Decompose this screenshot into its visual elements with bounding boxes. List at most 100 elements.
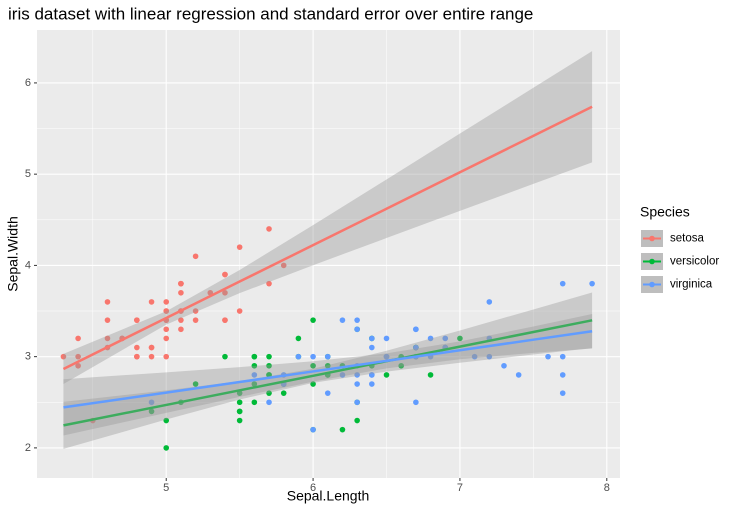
point xyxy=(310,362,316,369)
point xyxy=(324,390,331,396)
point xyxy=(148,344,155,351)
point xyxy=(354,417,360,424)
point xyxy=(178,326,184,333)
regression-line xyxy=(63,319,593,427)
point xyxy=(559,280,566,287)
point xyxy=(324,362,331,369)
point xyxy=(369,381,375,387)
point xyxy=(251,362,258,369)
point xyxy=(266,226,272,232)
point xyxy=(178,289,184,296)
point xyxy=(559,390,566,396)
point xyxy=(163,353,170,360)
legend-label: virginica xyxy=(670,279,713,291)
y-axis-title: Sepal.Width xyxy=(5,216,21,291)
point xyxy=(163,308,170,314)
point xyxy=(589,280,595,287)
point xyxy=(486,299,493,305)
point xyxy=(471,353,478,360)
point xyxy=(251,353,258,360)
legend-label: setosa xyxy=(670,233,704,245)
point xyxy=(192,317,199,323)
point xyxy=(163,299,170,305)
point xyxy=(280,390,287,396)
point xyxy=(383,335,390,342)
point xyxy=(148,399,155,406)
point xyxy=(295,335,302,342)
y-tick-label: 6 xyxy=(25,77,31,89)
point xyxy=(486,353,493,360)
x-tick-label: 8 xyxy=(604,482,610,494)
point xyxy=(222,317,228,323)
point xyxy=(559,372,566,378)
x-tick-label: 5 xyxy=(163,482,169,494)
point xyxy=(134,344,140,351)
x-tick-label: 7 xyxy=(457,482,463,494)
point xyxy=(236,244,243,250)
point xyxy=(148,408,155,415)
panel-background xyxy=(37,30,620,478)
point xyxy=(339,426,346,433)
point xyxy=(354,399,360,406)
point xyxy=(266,353,272,360)
point xyxy=(354,317,360,323)
point xyxy=(178,280,184,287)
legend-label: versicolor xyxy=(670,256,719,268)
point xyxy=(339,372,346,378)
y-tick-label: 4 xyxy=(25,259,31,271)
point xyxy=(236,308,243,314)
point xyxy=(222,353,228,360)
y-tick-label: 5 xyxy=(25,168,31,180)
point xyxy=(251,381,258,387)
point xyxy=(104,299,111,305)
legend-title: Species xyxy=(640,204,690,220)
x-axis-title: Sepal.Length xyxy=(287,488,370,504)
regression-line xyxy=(63,330,593,409)
point xyxy=(222,289,228,296)
y-tick-label: 2 xyxy=(25,442,31,454)
confidence-band xyxy=(63,292,593,449)
point xyxy=(192,308,199,314)
point xyxy=(222,271,228,278)
point xyxy=(427,372,434,378)
point xyxy=(413,344,419,351)
point xyxy=(192,381,199,387)
point xyxy=(75,335,81,342)
point xyxy=(266,390,272,396)
point xyxy=(148,353,155,360)
point xyxy=(134,353,140,360)
point xyxy=(339,317,346,323)
x-tick-label: 6 xyxy=(310,482,316,494)
point xyxy=(251,372,258,378)
point xyxy=(163,417,170,424)
point xyxy=(310,317,316,323)
legend-point xyxy=(649,235,655,242)
point xyxy=(236,399,243,406)
point xyxy=(413,399,419,406)
point xyxy=(310,381,316,387)
point xyxy=(501,362,507,369)
point xyxy=(324,353,331,360)
regression-line xyxy=(62,105,593,371)
point xyxy=(251,399,258,406)
point xyxy=(310,426,316,433)
point xyxy=(369,335,375,342)
y-tick-label: 3 xyxy=(25,351,31,363)
point xyxy=(295,353,302,360)
point xyxy=(192,253,199,260)
point xyxy=(236,417,243,424)
point xyxy=(442,335,449,342)
point xyxy=(354,381,360,387)
point xyxy=(310,353,316,360)
point xyxy=(148,299,155,305)
confidence-band xyxy=(63,51,593,385)
point xyxy=(383,372,390,378)
point xyxy=(354,326,360,333)
point xyxy=(266,280,272,287)
point xyxy=(545,353,551,360)
point xyxy=(134,317,140,323)
point xyxy=(398,362,404,369)
point xyxy=(163,335,170,342)
point xyxy=(369,372,375,378)
